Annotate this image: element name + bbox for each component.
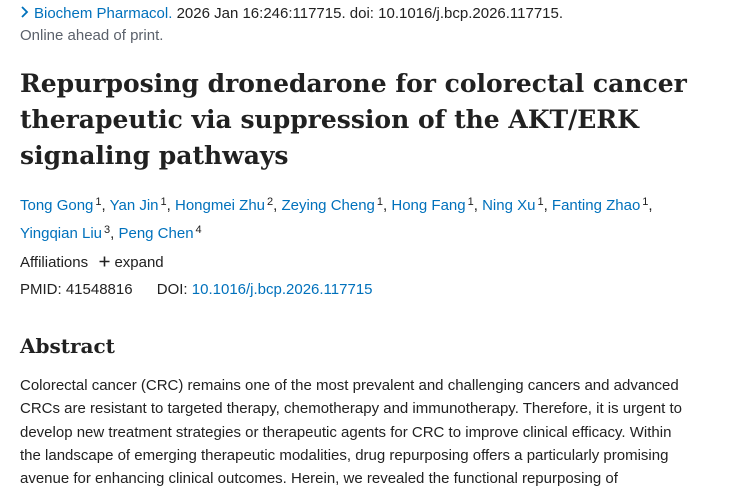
author-link[interactable]: Hong Fang [391, 197, 466, 214]
affiliations-label: Affiliations [20, 254, 89, 271]
author-item: Hongmei Zhu 2, [174, 196, 282, 214]
plus-icon[interactable] [99, 253, 110, 273]
expand-button[interactable]: expand [114, 254, 164, 271]
author-link[interactable]: Hongmei Zhu [174, 197, 266, 214]
author-link[interactable]: Yan Jin [109, 197, 159, 214]
article-title: Repurposing dronedarone for colorectal c… [20, 69, 687, 170]
author-link[interactable]: Tong Gong [20, 197, 94, 214]
author-affil-number[interactable]: 1 [537, 196, 544, 208]
authors-list: Tong Gong 1, Yan Jin 1, Hongmei Zhu 2, Zeyi… [20, 190, 745, 246]
abstract-heading: Abstract [20, 334, 115, 358]
identifiers-row: PMID: 41548816 DOI: 10.1016/j.bcp.2026.1… [20, 280, 373, 300]
author-item: Zeying Cheng 1, [281, 196, 392, 214]
chevron-right-icon[interactable] [20, 4, 34, 24]
author-item: Yingqian Liu 3, [20, 224, 119, 242]
affiliations-toggle[interactable]: Affiliations expand [20, 253, 164, 273]
abstract-line: the landscape of emerging therapeutic mo… [20, 446, 669, 464]
doi-label: DOI: [156, 281, 188, 298]
author-affil-number[interactable]: 3 [104, 224, 111, 236]
abstract-line: develop new treatment strategies or ther… [20, 423, 672, 441]
author-affil-number[interactable]: 2 [267, 196, 274, 208]
author-link[interactable]: Yingqian Liu [20, 225, 103, 242]
author-link[interactable]: Peng Chen [118, 225, 194, 242]
author-item: Peng Chen 4 [118, 224, 202, 242]
pmid-label: PMID: [20, 281, 62, 298]
author-link[interactable]: Ning Xu [482, 197, 536, 214]
author-item: Fanting Zhao 1, [551, 196, 653, 214]
author-item: Tong Gong 1, [20, 196, 110, 214]
author-affil-number[interactable]: 1 [95, 196, 102, 208]
journal-link[interactable]: Biochem Pharmacol. [34, 5, 173, 22]
author-link[interactable]: Zeying Cheng [281, 197, 375, 214]
author-affil-number[interactable]: 1 [642, 196, 649, 208]
doi-link[interactable]: 10.1016/j.bcp.2026.117715 [191, 281, 373, 298]
pmid-value: 41548816 [65, 281, 133, 298]
citation-details: 2026 Jan 16:246:117715. doi: 10.1016/j.b… [176, 5, 564, 22]
citation-line: Biochem Pharmacol. 2026 Jan 16:246:11771… [20, 4, 563, 24]
author-affil-number[interactable]: 1 [467, 196, 474, 208]
author-affil-number[interactable]: 1 [376, 196, 384, 208]
abstract-text: Colorectal cancer (CRC) remains one of t… [20, 374, 745, 490]
publication-status: Online ahead of print. [20, 27, 164, 44]
author-item: Hong Fang 1, [391, 196, 483, 214]
author-affil-number[interactable]: 4 [195, 224, 202, 236]
abstract-line: Colorectal cancer (CRC) remains one of t… [20, 377, 679, 394]
author-item: Yan Jin 1, [109, 196, 175, 214]
abstract-line: avenue for enhancing clinical outcomes. … [20, 470, 618, 488]
abstract-line: CRCs are resistant to targeted therapy, … [20, 400, 682, 418]
author-link[interactable]: Fanting Zhao [551, 197, 641, 214]
author-item: Ning Xu 1, [482, 196, 552, 214]
author-affil-number[interactable]: 1 [160, 196, 167, 208]
